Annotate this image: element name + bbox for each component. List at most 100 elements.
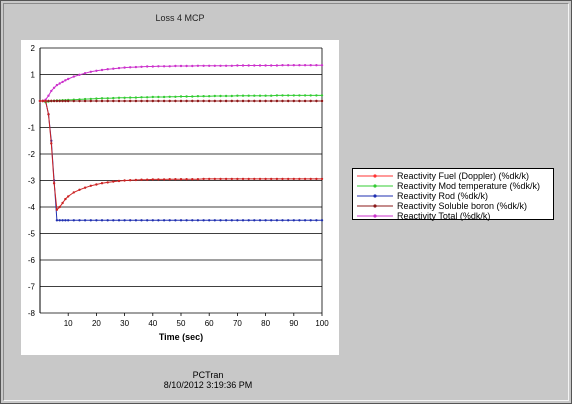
data-point <box>47 99 50 103</box>
data-point <box>50 99 53 103</box>
data-point <box>185 99 188 103</box>
data-point <box>55 219 59 222</box>
legend-swatch <box>357 214 393 218</box>
y-axis-ticks: 2 1 0 -1 -2 -3 -4 -5 -6 -7 -8 <box>28 44 36 318</box>
data-point <box>281 94 284 97</box>
data-point <box>117 96 121 100</box>
data-point <box>162 65 166 68</box>
data-point <box>146 178 149 181</box>
data-point <box>320 94 324 97</box>
data-point <box>230 99 233 103</box>
data-point <box>196 99 200 103</box>
data-point <box>64 99 67 103</box>
plot-background <box>21 40 339 355</box>
legend-swatch-marker <box>373 204 377 208</box>
legend-swatch-marker <box>373 194 377 198</box>
data-point <box>174 64 177 68</box>
data-point <box>78 73 81 77</box>
data-point <box>264 177 267 181</box>
data-point <box>219 177 222 181</box>
footer-datetime: 8/10/2012 3:19:36 PM <box>163 380 253 390</box>
data-point <box>140 99 143 103</box>
data-point <box>162 219 166 222</box>
data-point <box>117 179 121 183</box>
data-point <box>208 219 211 222</box>
y-tick-label: -7 <box>28 283 36 292</box>
data-point <box>44 99 47 103</box>
data-point <box>230 177 233 181</box>
data-point <box>78 219 81 222</box>
data-point <box>320 99 324 103</box>
data-point <box>213 99 216 103</box>
data-point <box>224 99 228 103</box>
x-tick-label: 90 <box>289 319 298 328</box>
data-point <box>134 65 138 69</box>
data-point <box>253 99 256 103</box>
data-point <box>151 65 154 68</box>
data-point <box>146 99 149 103</box>
data-point <box>213 219 216 222</box>
data-point <box>320 177 324 181</box>
data-point <box>112 99 115 103</box>
data-point <box>253 64 256 67</box>
data-point <box>258 177 262 181</box>
legend-label: Reactivity Soluble boron (%dk/k) <box>397 201 528 211</box>
data-point <box>202 99 205 103</box>
data-point <box>106 99 109 103</box>
data-point <box>191 219 194 222</box>
data-point <box>174 219 177 222</box>
data-point <box>185 219 188 222</box>
data-point <box>162 99 166 103</box>
data-point <box>287 177 290 181</box>
data-point <box>303 63 307 67</box>
data-point <box>83 97 87 101</box>
legend-item: Reactivity Mod temperature (%dk/k) <box>353 181 553 191</box>
data-point <box>168 219 171 222</box>
data-point <box>134 96 138 99</box>
data-point <box>123 66 126 69</box>
data-point <box>270 64 273 67</box>
data-point <box>72 219 76 222</box>
data-point <box>72 191 76 194</box>
data-point <box>298 219 301 222</box>
data-point <box>95 183 98 186</box>
data-point <box>89 99 93 103</box>
data-point <box>146 65 149 68</box>
y-tick-label: 1 <box>31 71 36 80</box>
legend-item: Reactivity Total (%dk/k) <box>353 211 553 221</box>
data-point <box>106 219 109 222</box>
data-point <box>230 219 233 222</box>
data-point <box>320 63 324 67</box>
data-point <box>208 64 211 68</box>
data-point <box>50 89 53 93</box>
data-point <box>315 99 318 103</box>
data-point <box>292 177 295 181</box>
data-point <box>287 219 290 222</box>
data-point <box>287 99 290 103</box>
x-tick-label: 20 <box>92 319 101 328</box>
y-tick-label: 2 <box>31 44 36 53</box>
chart-title: Loss 4 MCP <box>155 13 205 23</box>
x-tick-label: 30 <box>120 319 129 328</box>
data-point <box>134 219 138 222</box>
footer-app-name: PCTran <box>192 370 224 380</box>
data-point <box>315 63 318 67</box>
data-point <box>298 99 301 103</box>
data-point <box>67 99 70 103</box>
data-point <box>146 219 149 222</box>
data-point <box>202 95 205 98</box>
data-point <box>236 64 239 67</box>
data-point <box>253 94 256 97</box>
data-point <box>168 65 171 68</box>
data-point <box>315 177 318 181</box>
data-point <box>129 99 132 103</box>
data-point <box>258 99 262 103</box>
data-point <box>47 113 50 116</box>
data-point <box>315 219 318 222</box>
data-point <box>95 219 98 222</box>
data-point <box>52 86 56 90</box>
data-point <box>47 94 50 97</box>
data-point <box>58 99 61 103</box>
data-point <box>67 219 70 222</box>
data-point <box>67 195 70 198</box>
